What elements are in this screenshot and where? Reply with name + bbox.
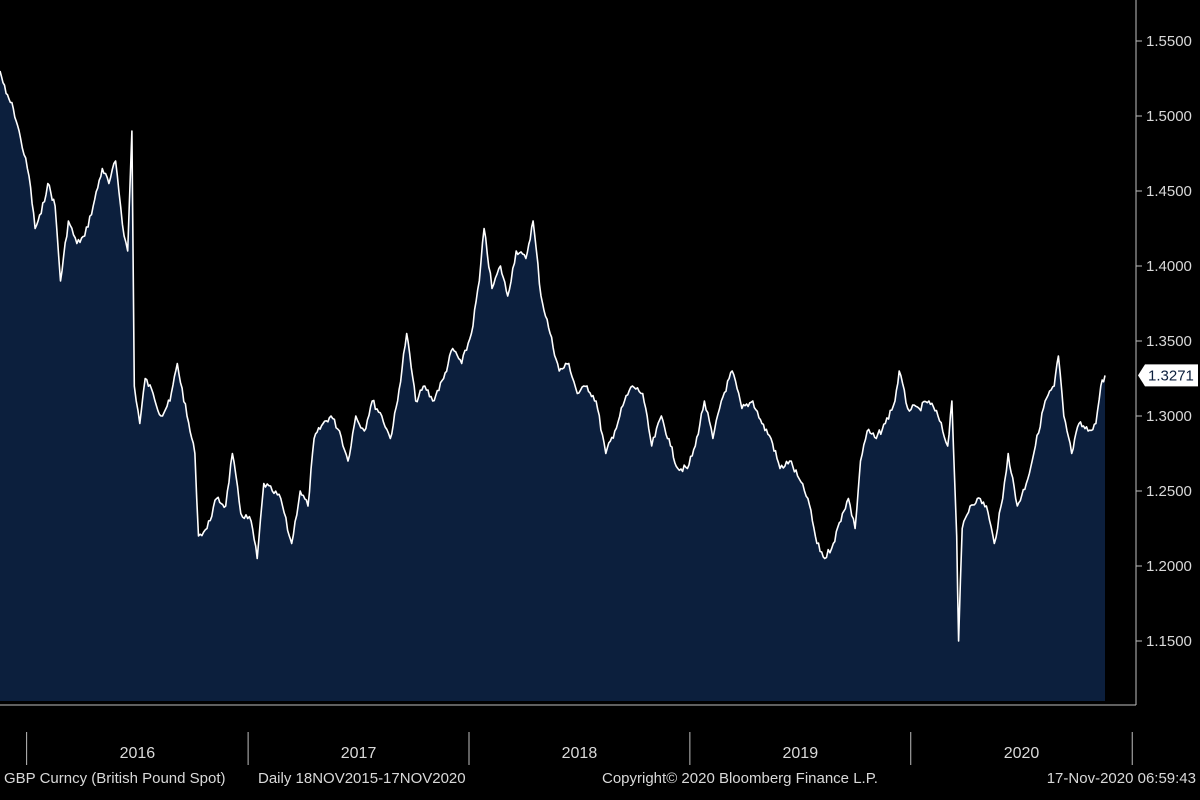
year-label: 2017 — [341, 745, 377, 762]
last-value-label: 1.3271 — [1148, 367, 1194, 384]
y-tick-label: 1.1500 — [1146, 633, 1192, 650]
year-label: 2020 — [1004, 745, 1040, 762]
y-tick-label: 1.4500 — [1146, 183, 1192, 200]
year-label: 2019 — [783, 745, 819, 762]
y-tick-label: 1.5500 — [1146, 33, 1192, 50]
y-tick-label: 1.2500 — [1146, 483, 1192, 500]
last-value-badge — [1138, 364, 1198, 387]
y-tick-label: 1.5000 — [1146, 108, 1192, 125]
period-label: Daily 18NOV2015-17NOV2020 — [258, 770, 466, 787]
y-axis: 1.1500 1.2000 1.2500 1.3000 1.3500 1.4000 1.45… — [1135, 0, 1192, 705]
x-axis: 2016 2017 2018 2019 2020 — [0, 704, 1136, 765]
price-line — [0, 70, 1106, 642]
timestamp-label: 17-Nov-2020 06:59:43 — [1046, 770, 1196, 787]
year-label: 2016 — [120, 745, 156, 762]
copyright-label: Copyright© 2020 Bloomberg Finance L.P. — [602, 770, 878, 787]
y-tick-label: 1.3000 — [1146, 408, 1192, 425]
y-tick-label: 1.4000 — [1146, 258, 1192, 275]
year-label: 2018 — [562, 745, 598, 762]
y-tick-label: 1.3500 — [1146, 333, 1192, 350]
security-label: GBP Curncy (British Pound Spot) — [4, 770, 226, 787]
last-value-marker: 1.3271 — [1138, 364, 1198, 387]
price-area — [0, 71, 1105, 701]
y-tick-label: 1.2000 — [1146, 558, 1192, 575]
